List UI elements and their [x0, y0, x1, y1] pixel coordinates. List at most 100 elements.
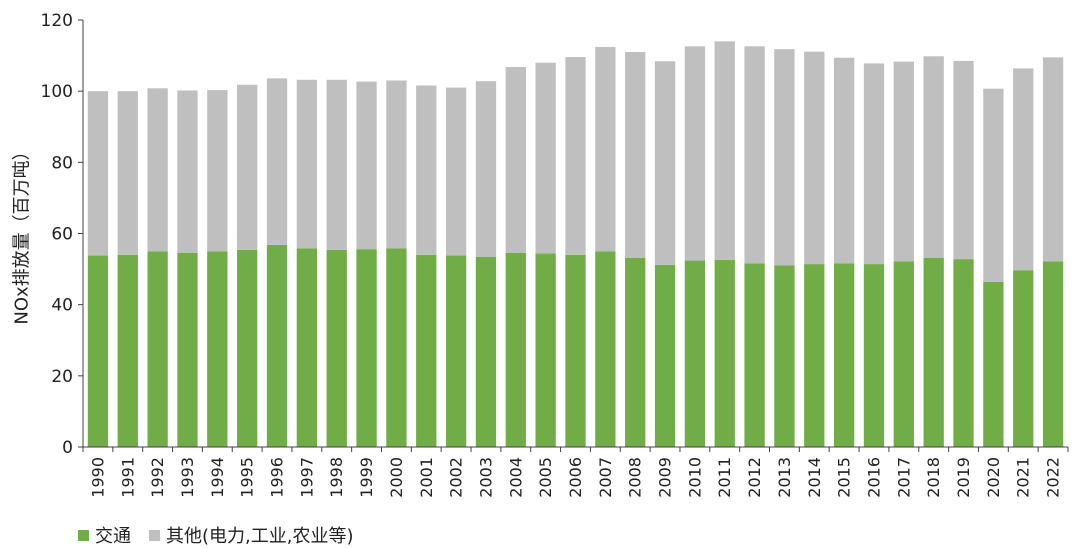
x-tick-label-2001: 2001 — [417, 457, 436, 498]
y-tick-label-20: 20 — [51, 367, 73, 387]
bar-other-1999 — [356, 81, 377, 250]
bars-group — [87, 41, 1064, 447]
bar-transport-2016 — [863, 264, 885, 447]
bar-transport-2014 — [804, 264, 825, 447]
x-tick-label-2012: 2012 — [745, 457, 764, 498]
x-tick-label-2010: 2010 — [685, 457, 704, 498]
bar-other-2019 — [953, 60, 974, 260]
bar-transport-2013 — [774, 265, 795, 447]
bar-other-2003 — [475, 81, 497, 257]
legend-swatch-other — [149, 529, 160, 541]
bar-other-2016 — [863, 63, 885, 265]
bar-transport-1997 — [296, 248, 318, 447]
legend-item-transport: 交通 — [78, 522, 131, 548]
bar-transport-2019 — [953, 259, 974, 447]
legend-label-transport: 交通 — [95, 526, 131, 547]
bar-transport-2009 — [654, 264, 676, 447]
bar-transport-2022 — [1042, 261, 1064, 447]
bar-other-2021 — [1013, 68, 1034, 271]
x-tick-label-1997: 1997 — [297, 457, 316, 498]
bar-other-2015 — [833, 57, 855, 264]
bar-other-2000 — [386, 80, 407, 249]
x-tick-label-2022: 2022 — [1044, 457, 1063, 498]
bar-transport-2012 — [744, 263, 765, 447]
bar-transport-2007 — [595, 251, 616, 447]
x-tick-label-1992: 1992 — [148, 457, 167, 498]
legend: 交通 其他(电力,工业,农业等) — [78, 522, 354, 548]
bar-transport-1995 — [237, 249, 258, 447]
bar-other-1994 — [207, 90, 228, 252]
x-tick-label-2016: 2016 — [864, 457, 883, 498]
bar-other-1992 — [147, 88, 168, 252]
x-tick-label-2017: 2017 — [894, 457, 913, 498]
bar-other-1990 — [87, 91, 109, 256]
x-tick-label-2011: 2011 — [715, 457, 734, 498]
x-tick-label-2008: 2008 — [626, 457, 645, 498]
bar-other-2004 — [505, 66, 526, 253]
stacked-bar-chart: 0 20 40 60 80 100 120 1990 1991 1992 1993 1994 1995 1… — [12, 11, 1069, 498]
bar-transport-1993 — [177, 252, 198, 447]
x-tick-label-2006: 2006 — [566, 457, 585, 498]
bar-other-2022 — [1042, 57, 1064, 262]
bar-other-2014 — [804, 51, 825, 265]
bar-transport-2018 — [923, 257, 944, 447]
bar-other-2005 — [535, 62, 556, 254]
bar-transport-1994 — [207, 251, 228, 447]
y-tick-label-80: 80 — [51, 153, 73, 173]
bar-other-2010 — [684, 46, 706, 261]
bar-other-1991 — [117, 91, 138, 255]
bar-transport-1991 — [117, 254, 138, 447]
x-tick-label-2003: 2003 — [476, 457, 495, 498]
bar-other-2020 — [983, 88, 1004, 282]
x-tick-label-2005: 2005 — [536, 457, 555, 498]
x-tick-label-1990: 1990 — [88, 457, 107, 498]
bar-transport-2003 — [475, 256, 497, 447]
bar-other-2012 — [744, 46, 765, 264]
x-tick-label-2007: 2007 — [596, 457, 615, 498]
bar-transport-2001 — [416, 254, 437, 447]
bar-other-2001 — [416, 85, 437, 255]
bar-transport-2004 — [505, 252, 526, 447]
bar-transport-1998 — [326, 249, 347, 447]
y-tick-label-0: 0 — [62, 438, 73, 458]
x-tick-label-2018: 2018 — [924, 457, 943, 498]
axes-group: 0 20 40 60 80 100 120 1990 1991 1992 1993 1994 1995 1… — [41, 11, 1069, 498]
x-tick-label-2015: 2015 — [835, 457, 854, 498]
bar-transport-2017 — [893, 261, 914, 447]
bar-other-2009 — [654, 61, 676, 265]
legend-label-other: 其他(电力,工业,农业等) — [166, 526, 354, 547]
x-tick-label-1998: 1998 — [327, 457, 346, 498]
bar-transport-1992 — [147, 251, 168, 447]
x-tick-label-2013: 2013 — [775, 457, 794, 498]
bar-other-1995 — [237, 84, 258, 250]
y-axis-title: NOx排放量（百万吨） — [12, 142, 33, 324]
x-tick-label-2004: 2004 — [506, 457, 525, 498]
bar-transport-2020 — [983, 281, 1004, 447]
bar-other-1998 — [326, 79, 347, 250]
legend-swatch-transport — [78, 529, 89, 541]
x-tick-label-2002: 2002 — [447, 457, 466, 498]
x-tick-label-2000: 2000 — [387, 457, 406, 498]
bar-transport-2002 — [445, 255, 467, 447]
y-tick-label-120: 120 — [41, 11, 73, 31]
bar-transport-1999 — [356, 249, 377, 447]
bar-transport-2015 — [833, 263, 855, 447]
bar-other-2008 — [625, 52, 646, 258]
x-tick-label-2014: 2014 — [805, 457, 824, 498]
x-tick-label-2021: 2021 — [1014, 457, 1033, 498]
x-tick-label-1996: 1996 — [268, 457, 287, 498]
x-tick-label-1994: 1994 — [208, 457, 227, 498]
bar-other-1997 — [296, 79, 318, 249]
y-tick-label-60: 60 — [51, 225, 73, 245]
x-tick-label-1999: 1999 — [357, 457, 376, 498]
bar-other-2002 — [445, 87, 467, 256]
x-tick-label-2019: 2019 — [954, 457, 973, 498]
bar-transport-2006 — [565, 254, 586, 447]
bar-transport-1990 — [87, 255, 109, 447]
bar-transport-2011 — [714, 259, 735, 447]
bar-other-2018 — [923, 56, 944, 258]
y-tick-label-100: 100 — [41, 82, 73, 102]
bar-transport-1996 — [266, 244, 288, 447]
bar-other-1993 — [177, 90, 198, 253]
